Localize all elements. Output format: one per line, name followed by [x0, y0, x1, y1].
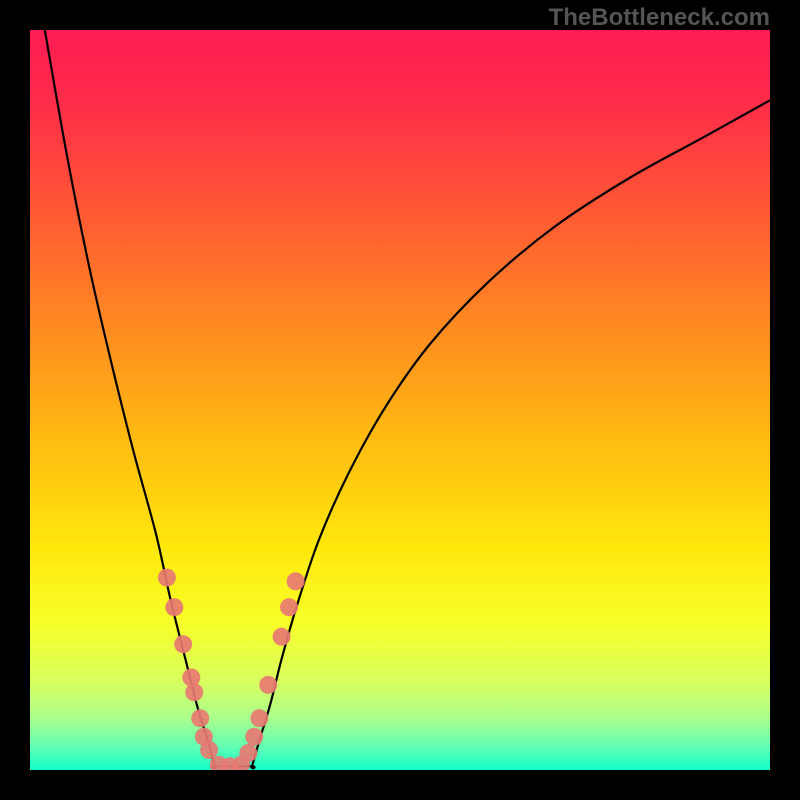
gradient-plot — [30, 30, 770, 770]
data-marker — [158, 569, 176, 587]
plot-area — [30, 30, 770, 770]
data-marker — [182, 669, 200, 687]
data-marker — [245, 728, 263, 746]
data-marker — [280, 598, 298, 616]
watermark-text: TheBottleneck.com — [549, 4, 770, 32]
data-marker — [250, 709, 268, 727]
data-marker — [191, 709, 209, 727]
data-marker — [239, 744, 257, 762]
chart-canvas: TheBottleneck.com — [0, 0, 800, 800]
data-marker — [273, 628, 291, 646]
data-marker — [165, 598, 183, 616]
data-marker — [185, 683, 203, 701]
data-marker — [200, 741, 218, 759]
heatmap-background — [30, 30, 770, 770]
data-marker — [287, 572, 305, 590]
data-marker — [259, 676, 277, 694]
data-marker — [174, 635, 192, 653]
